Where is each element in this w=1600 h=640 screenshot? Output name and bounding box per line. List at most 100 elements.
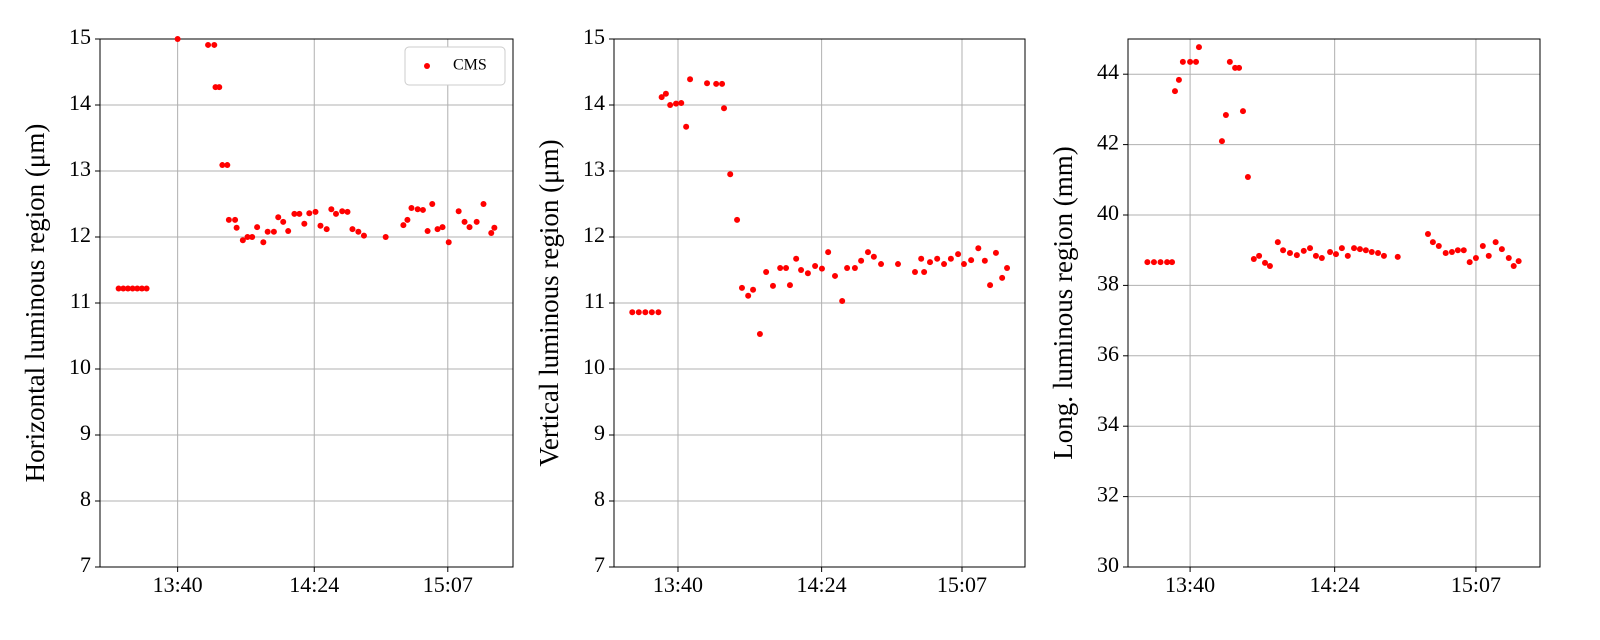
data-point bbox=[296, 210, 303, 217]
data-point bbox=[1164, 259, 1171, 266]
y-axis-label: Long. luminous region (mm) bbox=[1048, 146, 1078, 459]
data-point bbox=[955, 251, 962, 258]
data-point bbox=[658, 94, 665, 101]
data-point bbox=[174, 36, 181, 42]
data-point bbox=[683, 123, 690, 130]
data-point bbox=[1293, 252, 1300, 259]
data-point bbox=[763, 268, 770, 275]
data-point bbox=[1442, 250, 1449, 257]
data-point bbox=[138, 285, 145, 292]
data-point bbox=[424, 228, 431, 235]
data-point bbox=[382, 234, 389, 240]
data-point bbox=[414, 206, 421, 213]
y-tick-label: 38 bbox=[1097, 270, 1119, 295]
data-point bbox=[480, 201, 487, 207]
data-point bbox=[941, 261, 948, 268]
data-point bbox=[349, 226, 356, 233]
data-point bbox=[756, 331, 763, 338]
y-tick-label: 12 bbox=[69, 222, 91, 247]
data-point bbox=[1262, 259, 1269, 266]
data-point bbox=[339, 208, 346, 215]
data-point bbox=[439, 224, 446, 231]
data-point bbox=[434, 226, 441, 233]
data-point bbox=[1344, 252, 1351, 259]
data-point bbox=[1193, 58, 1200, 65]
data-point bbox=[1318, 254, 1325, 261]
data-point bbox=[1498, 246, 1505, 253]
data-point bbox=[895, 261, 902, 268]
data-point bbox=[344, 208, 351, 215]
data-point bbox=[719, 80, 726, 87]
x-tick-label: 14:24 bbox=[797, 572, 847, 597]
y-tick-label: 40 bbox=[1097, 200, 1119, 225]
data-point bbox=[1338, 245, 1345, 252]
data-point bbox=[1368, 248, 1375, 255]
data-point bbox=[704, 80, 711, 87]
x-tick-label: 15:07 bbox=[937, 572, 987, 597]
data-point bbox=[839, 298, 846, 305]
data-point bbox=[1429, 239, 1436, 246]
data-point bbox=[1004, 265, 1011, 272]
data-point bbox=[662, 90, 669, 97]
data-point bbox=[419, 206, 426, 213]
y-tick-label: 9 bbox=[594, 420, 605, 445]
data-point bbox=[1239, 108, 1246, 115]
data-point bbox=[1286, 250, 1293, 257]
data-point bbox=[1307, 245, 1314, 252]
data-point bbox=[488, 230, 495, 237]
data-point bbox=[120, 285, 127, 292]
data-point bbox=[429, 201, 436, 207]
data-point bbox=[1375, 250, 1382, 257]
data-point bbox=[461, 218, 468, 225]
data-point bbox=[219, 162, 226, 169]
data-point bbox=[360, 232, 367, 239]
data-point bbox=[1236, 64, 1243, 71]
data-point bbox=[673, 100, 680, 107]
data-point bbox=[1187, 58, 1194, 65]
data-point bbox=[1394, 253, 1401, 260]
y-tick-label: 14 bbox=[583, 90, 605, 115]
data-point bbox=[291, 210, 298, 217]
data-point bbox=[445, 239, 452, 246]
data-point bbox=[1505, 254, 1512, 261]
data-point bbox=[734, 216, 741, 223]
data-point bbox=[934, 255, 941, 262]
data-point bbox=[1492, 239, 1499, 246]
data-point bbox=[333, 210, 339, 217]
data-point bbox=[1479, 242, 1486, 249]
data-point bbox=[738, 284, 745, 291]
data-point bbox=[870, 253, 877, 260]
y-tick-label: 13 bbox=[69, 156, 91, 181]
data-point bbox=[812, 263, 819, 270]
data-point bbox=[280, 218, 287, 225]
data-point bbox=[244, 234, 251, 240]
data-point bbox=[404, 216, 411, 223]
data-point bbox=[1356, 246, 1363, 253]
y-tick-label: 30 bbox=[1097, 552, 1119, 577]
data-point bbox=[635, 309, 642, 316]
data-point bbox=[1362, 247, 1369, 254]
data-point bbox=[1466, 259, 1473, 266]
data-point bbox=[1300, 247, 1307, 254]
data-point bbox=[239, 237, 246, 244]
data-point bbox=[129, 285, 136, 292]
data-point bbox=[769, 282, 776, 289]
data-point bbox=[216, 84, 223, 91]
data-point bbox=[783, 265, 790, 272]
x-tick-label: 15:07 bbox=[423, 572, 473, 597]
data-point bbox=[629, 309, 636, 316]
y-tick-label: 42 bbox=[1097, 130, 1119, 155]
x-tick-label: 13:40 bbox=[1165, 572, 1215, 597]
data-point bbox=[999, 274, 1006, 281]
data-point bbox=[858, 257, 865, 264]
data-point bbox=[1218, 138, 1225, 145]
data-point bbox=[667, 102, 674, 108]
y-tick-label: 7 bbox=[80, 552, 91, 577]
y-axis-label: Horizontal luminous region (μm) bbox=[20, 124, 50, 483]
data-point bbox=[777, 265, 784, 272]
data-point bbox=[328, 206, 335, 213]
data-point bbox=[466, 224, 473, 231]
y-tick-label: 12 bbox=[583, 222, 605, 247]
data-point bbox=[254, 224, 261, 231]
